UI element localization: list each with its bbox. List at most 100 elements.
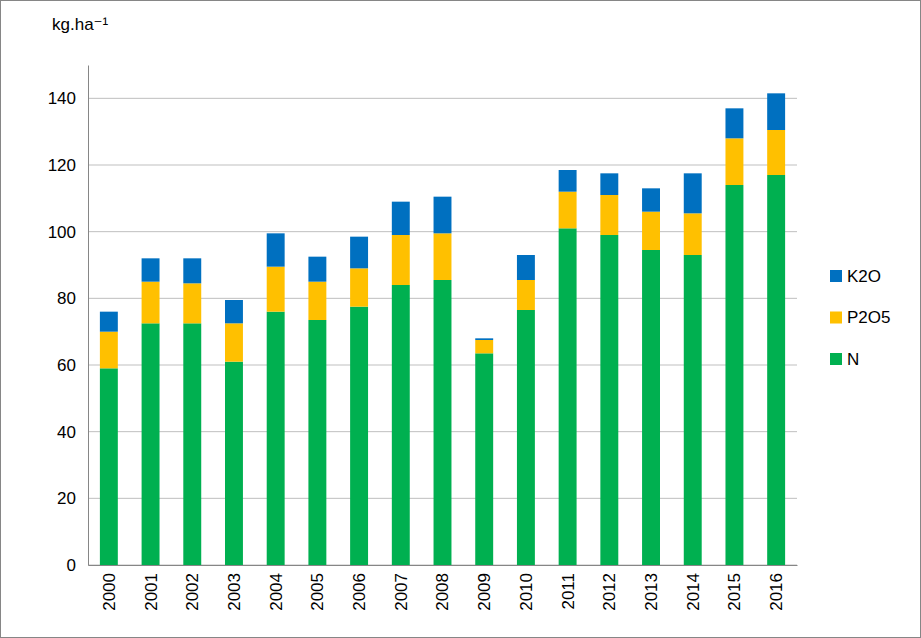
y-tick-label: 100 xyxy=(48,223,76,242)
bar xyxy=(100,332,118,369)
bar xyxy=(392,285,410,565)
x-tick: 2002 xyxy=(183,565,202,611)
grid-line xyxy=(88,165,797,166)
y-tick: 100 xyxy=(48,223,88,242)
x-tick-label: 2001 xyxy=(142,573,161,611)
legend-swatch xyxy=(830,270,842,282)
bar xyxy=(600,235,618,565)
bar xyxy=(183,283,201,323)
x-tick-label: 2004 xyxy=(267,573,286,611)
bar xyxy=(350,237,368,269)
bar xyxy=(183,323,201,565)
bar xyxy=(767,130,785,175)
bar xyxy=(725,108,743,138)
y-tick: 60 xyxy=(57,356,88,375)
bar xyxy=(684,255,702,565)
x-tick: 2000 xyxy=(100,565,119,611)
bar xyxy=(600,195,618,235)
bar xyxy=(225,323,243,361)
y-axis-title: kg.ha⁻¹ xyxy=(52,15,109,34)
series-bars xyxy=(100,175,785,565)
x-tick: 2003 xyxy=(225,565,244,611)
bar xyxy=(434,280,452,565)
x-tick: 2014 xyxy=(684,565,703,611)
plot: 0 20 40 60 80 100 120 140 2000 2001 2002 2003 2004 20… xyxy=(48,66,798,611)
bar xyxy=(642,188,660,211)
x-tick-label: 2011 xyxy=(559,573,578,610)
bar xyxy=(392,202,410,235)
bar xyxy=(600,173,618,195)
y-tick-label: 140 xyxy=(48,89,76,108)
legend-label: P2O5 xyxy=(847,308,890,327)
bar xyxy=(559,228,577,565)
bar xyxy=(267,233,285,266)
x-tick: 2004 xyxy=(267,565,286,611)
bar xyxy=(267,267,285,312)
legend-label: K2O xyxy=(847,267,881,286)
bar xyxy=(434,197,452,234)
series-bars xyxy=(100,93,785,340)
x-tick: 2011 xyxy=(559,565,578,610)
bar xyxy=(308,282,326,320)
legend-item: P2O5 xyxy=(830,308,890,327)
bar xyxy=(267,312,285,565)
grid-line xyxy=(88,98,797,99)
x-tick: 2015 xyxy=(725,565,744,611)
bar xyxy=(684,173,702,213)
y-tick-label: 80 xyxy=(57,289,76,308)
y-tick-label: 40 xyxy=(57,423,76,442)
x-tick: 2001 xyxy=(142,565,161,611)
bar xyxy=(475,340,493,353)
y-tick: 20 xyxy=(57,489,88,508)
x-tick: 2007 xyxy=(392,565,411,611)
x-tick-label: 2005 xyxy=(308,573,327,611)
y-tick: 80 xyxy=(57,289,88,308)
y-tick-label: 120 xyxy=(48,156,76,175)
x-tick-label: 2006 xyxy=(350,573,369,611)
x-tick-label: 2008 xyxy=(433,573,452,611)
bar xyxy=(308,320,326,565)
legend-label: N xyxy=(847,350,859,369)
x-tick-label: 2013 xyxy=(642,573,661,611)
y-tick-label: 60 xyxy=(57,356,76,375)
bar xyxy=(142,258,160,281)
bar xyxy=(100,312,118,332)
bar xyxy=(559,170,577,192)
bar xyxy=(767,175,785,565)
legend: K2O P2O5 N xyxy=(830,267,890,369)
x-tick-label: 2012 xyxy=(600,573,619,611)
x-tick: 2010 xyxy=(517,565,536,611)
bar xyxy=(183,258,201,283)
y-axis: 0 20 40 60 80 100 120 140 xyxy=(48,66,89,575)
legend-swatch xyxy=(830,353,842,365)
grid xyxy=(88,98,797,565)
x-tick-label: 2000 xyxy=(100,573,119,611)
x-tick-label: 2003 xyxy=(225,573,244,611)
x-tick: 2009 xyxy=(475,565,494,611)
x-tick-label: 2009 xyxy=(475,573,494,611)
y-tick: 140 xyxy=(48,89,88,108)
bar xyxy=(684,213,702,255)
x-tick-label: 2014 xyxy=(684,573,703,611)
y-tick-label: 0 xyxy=(67,556,76,575)
y-axis-line xyxy=(88,66,89,566)
x-tick: 2008 xyxy=(433,565,452,611)
y-tick: 40 xyxy=(57,423,88,442)
y-tick: 120 xyxy=(48,156,88,175)
x-tick: 2016 xyxy=(767,565,786,611)
bar xyxy=(559,192,577,229)
chart: 0 20 40 60 80 100 120 140 2000 2001 2002 2003 2004 20… xyxy=(0,0,921,638)
x-tick-label: 2007 xyxy=(392,573,411,611)
bar xyxy=(142,282,160,324)
bar xyxy=(225,362,243,565)
series-bars xyxy=(100,130,785,368)
bar xyxy=(308,257,326,282)
x-tick-label: 2002 xyxy=(183,573,202,611)
x-tick: 2006 xyxy=(350,565,369,611)
bar xyxy=(517,280,535,310)
legend-item: K2O xyxy=(830,267,881,286)
bar xyxy=(350,307,368,565)
legend-swatch xyxy=(830,312,842,324)
x-tick-label: 2015 xyxy=(725,573,744,611)
bar xyxy=(725,185,743,565)
